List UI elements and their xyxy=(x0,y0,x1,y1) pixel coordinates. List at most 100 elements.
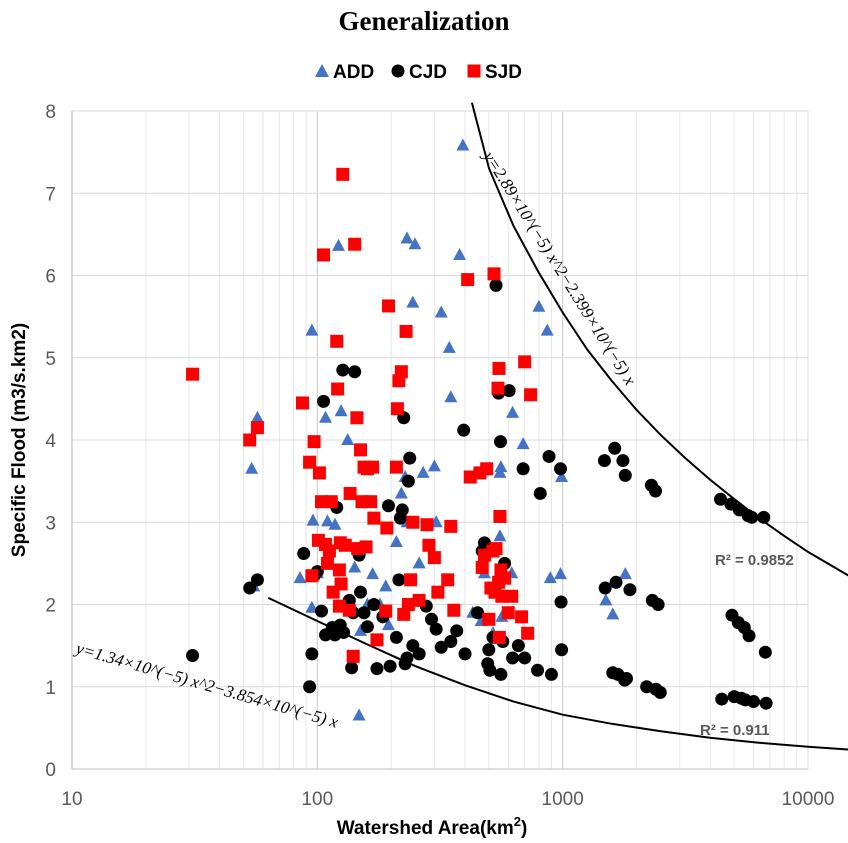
sjd-point xyxy=(322,544,336,558)
lower-trend-curve xyxy=(267,596,848,751)
cjd-point xyxy=(494,435,508,449)
sjd-point xyxy=(412,593,426,607)
sjd-point xyxy=(389,460,403,474)
add-point xyxy=(599,593,613,606)
add-point xyxy=(305,600,319,613)
cjd-point xyxy=(403,451,417,465)
cjd-point xyxy=(533,486,547,500)
sjd-point xyxy=(307,435,321,449)
lower-r2-label: R² = 0.911 xyxy=(700,722,770,739)
cjd-point xyxy=(759,696,773,710)
sjd-point xyxy=(348,237,362,251)
cjd-point xyxy=(458,647,472,661)
cjd-point xyxy=(623,583,637,597)
legend-marker-sjd xyxy=(467,64,481,78)
sjd-point xyxy=(334,577,348,591)
cjd-point xyxy=(395,503,409,517)
add-point xyxy=(453,247,467,260)
cjd-point xyxy=(555,643,569,657)
add-point xyxy=(293,571,307,584)
legend-label-add: ADD xyxy=(333,62,374,83)
cjd-point xyxy=(742,629,756,643)
y-tick-label: 3 xyxy=(45,513,56,534)
cjd-point xyxy=(357,606,371,620)
sjd-point xyxy=(447,603,461,617)
add-point xyxy=(412,556,426,569)
sjd-point xyxy=(482,612,496,626)
data-points xyxy=(186,138,773,721)
cjd-point xyxy=(315,604,329,618)
y-tick-label: 0 xyxy=(45,760,56,781)
cjd-point xyxy=(444,635,458,649)
add-point xyxy=(543,571,557,584)
cjd-point xyxy=(758,645,772,659)
add-point xyxy=(444,390,458,403)
sjd-point xyxy=(315,495,329,509)
sjd-point xyxy=(379,604,393,618)
add-point xyxy=(540,323,554,336)
add-point xyxy=(493,529,507,542)
sjd-point xyxy=(487,267,501,281)
y-tick-label: 5 xyxy=(45,349,56,370)
cjd-point xyxy=(542,449,556,463)
y-axis-title: Specific Flood (m3/s.km2) xyxy=(9,323,30,557)
sjd-point xyxy=(406,515,420,529)
axis-ticks: 0 1 2 3 4 5 6 7 8 10 100 1000 10000 xyxy=(45,102,834,810)
add-point xyxy=(354,623,368,636)
add-point xyxy=(516,437,530,450)
cjd-point xyxy=(489,278,503,292)
x-tick-label: 100 xyxy=(301,789,333,810)
add-point xyxy=(434,305,448,318)
annotations: y=2.89×10^(−5) x^2−2.399×10^(−5) x y=1.34… xyxy=(72,146,794,739)
cjd-point xyxy=(367,598,381,611)
sjd-point xyxy=(367,511,381,525)
sjd-point xyxy=(295,396,309,410)
cjd-point xyxy=(400,651,414,665)
add-point xyxy=(306,513,320,526)
cjd-point xyxy=(383,659,397,673)
y-tick-label: 2 xyxy=(45,596,56,617)
cjd-point xyxy=(297,547,311,561)
sjd-point xyxy=(305,569,319,583)
legend-marker-add xyxy=(315,64,329,77)
sjd-point xyxy=(404,573,418,587)
cjd-point xyxy=(616,454,630,468)
cjd-point xyxy=(360,620,374,634)
sjd-point xyxy=(493,509,507,523)
cjd-point xyxy=(609,575,623,589)
sjd-point xyxy=(399,324,413,338)
y-tick-label: 4 xyxy=(45,431,56,452)
chart-title: Generalization xyxy=(338,6,510,36)
cjd-point xyxy=(482,643,496,657)
plot-area xyxy=(71,111,809,770)
add-point xyxy=(332,238,346,251)
sjd-point xyxy=(492,630,506,644)
cjd-point xyxy=(186,648,200,662)
add-point xyxy=(348,560,362,573)
cjd-point xyxy=(554,595,568,609)
add-point xyxy=(334,404,348,417)
x-axis-title: Watershed Area(km2) xyxy=(337,814,528,839)
sjd-point xyxy=(380,521,394,535)
sjd-point xyxy=(303,455,317,469)
add-point xyxy=(381,618,395,631)
sjd-point xyxy=(394,365,408,379)
sjd-point xyxy=(495,589,509,603)
cjd-point xyxy=(471,606,485,620)
sjd-point xyxy=(521,626,535,640)
cjd-point xyxy=(243,581,257,595)
cjd-point xyxy=(337,625,351,639)
cjd-point xyxy=(429,622,443,636)
add-point xyxy=(305,323,319,336)
sjd-point xyxy=(366,460,380,474)
add-point xyxy=(618,567,632,580)
y-tick-label: 6 xyxy=(45,267,56,288)
cjd-point xyxy=(518,651,532,665)
cjd-point xyxy=(336,363,350,377)
add-point xyxy=(328,517,342,530)
trend-curves xyxy=(267,102,848,751)
add-point xyxy=(389,534,403,547)
add-point xyxy=(506,405,520,418)
legend-label-cjd: CJD xyxy=(409,62,447,83)
add-point xyxy=(606,607,620,620)
